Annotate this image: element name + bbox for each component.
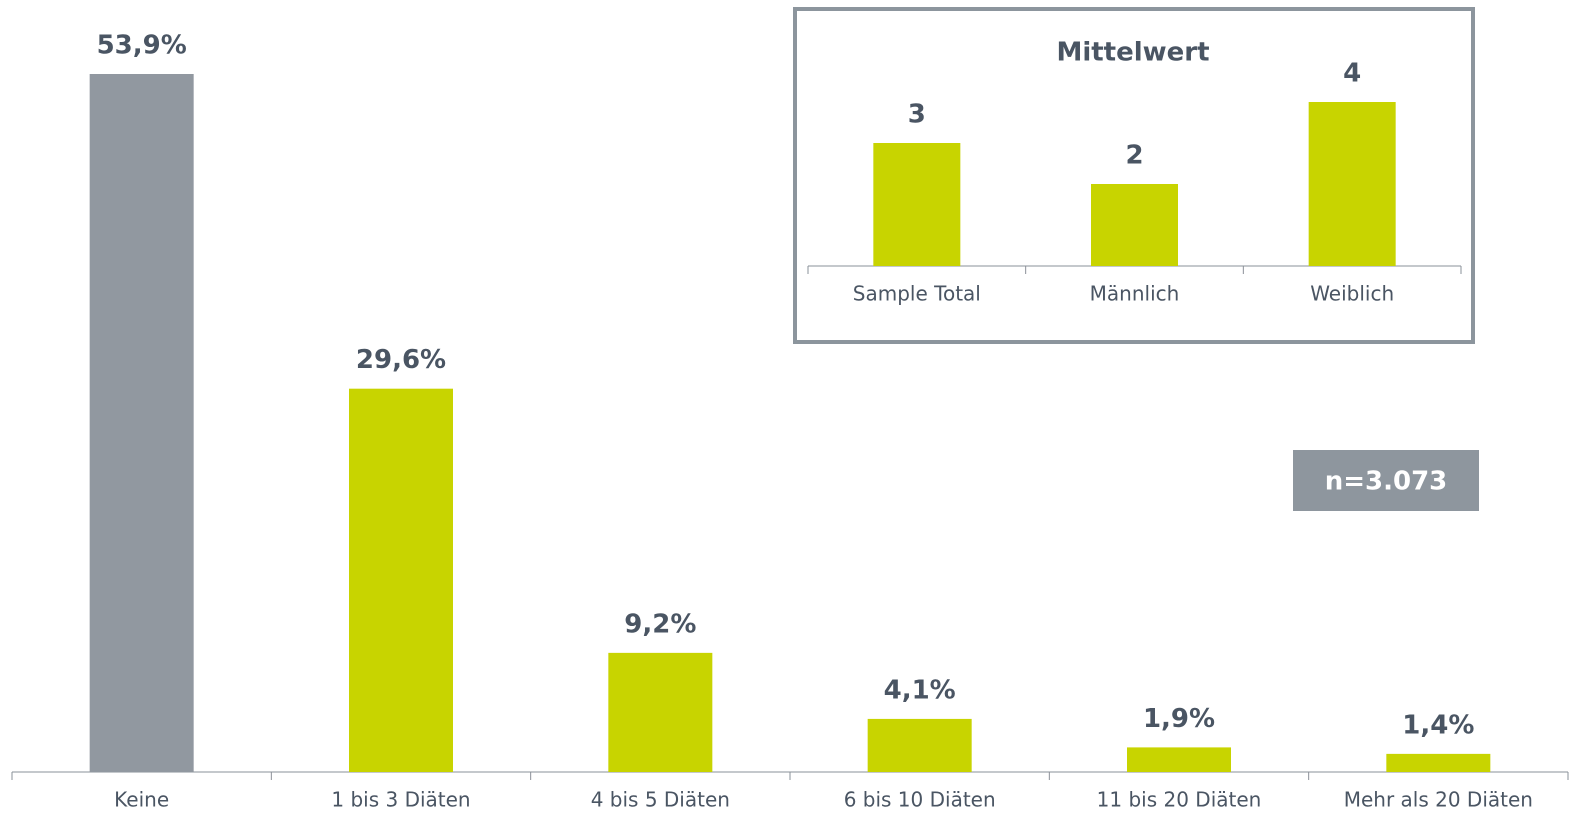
bar <box>1091 184 1178 266</box>
bar <box>1386 753 1491 772</box>
x-tick-label: Keine <box>114 788 169 812</box>
bar <box>89 74 194 772</box>
bar <box>867 718 972 772</box>
bar <box>1127 747 1231 772</box>
x-tick-label: 1 bis 3 Diäten <box>331 788 470 812</box>
value-label: 1,9% <box>1143 704 1215 734</box>
value-label: 2 <box>1125 141 1143 171</box>
x-tick-label: Mehr als 20 Diäten <box>1344 788 1533 812</box>
bar <box>873 143 961 266</box>
x-tick-label: Sample Total <box>853 282 981 306</box>
bar <box>349 388 453 772</box>
value-label: 3 <box>908 100 926 130</box>
inset-title: Mittelwert <box>1056 38 1209 68</box>
value-label: 4,1% <box>884 675 956 705</box>
value-label: 53,9% <box>97 31 187 61</box>
annotation-box <box>1293 450 1479 511</box>
x-tick-label: 6 bis 10 Diäten <box>844 788 996 812</box>
x-tick-label: 11 bis 20 Diäten <box>1097 788 1262 812</box>
x-tick-label: Männlich <box>1090 282 1180 306</box>
value-label: 1,4% <box>1402 710 1474 740</box>
value-label: 4 <box>1343 59 1361 89</box>
x-tick-label: Weiblich <box>1310 282 1394 306</box>
bar <box>608 652 713 772</box>
bar <box>1308 102 1396 266</box>
x-tick-label: 4 bis 5 Diäten <box>591 788 730 812</box>
value-label: 29,6% <box>356 345 446 375</box>
annotation: n=3.073 <box>1325 467 1448 497</box>
value-label: 9,2% <box>624 609 696 639</box>
